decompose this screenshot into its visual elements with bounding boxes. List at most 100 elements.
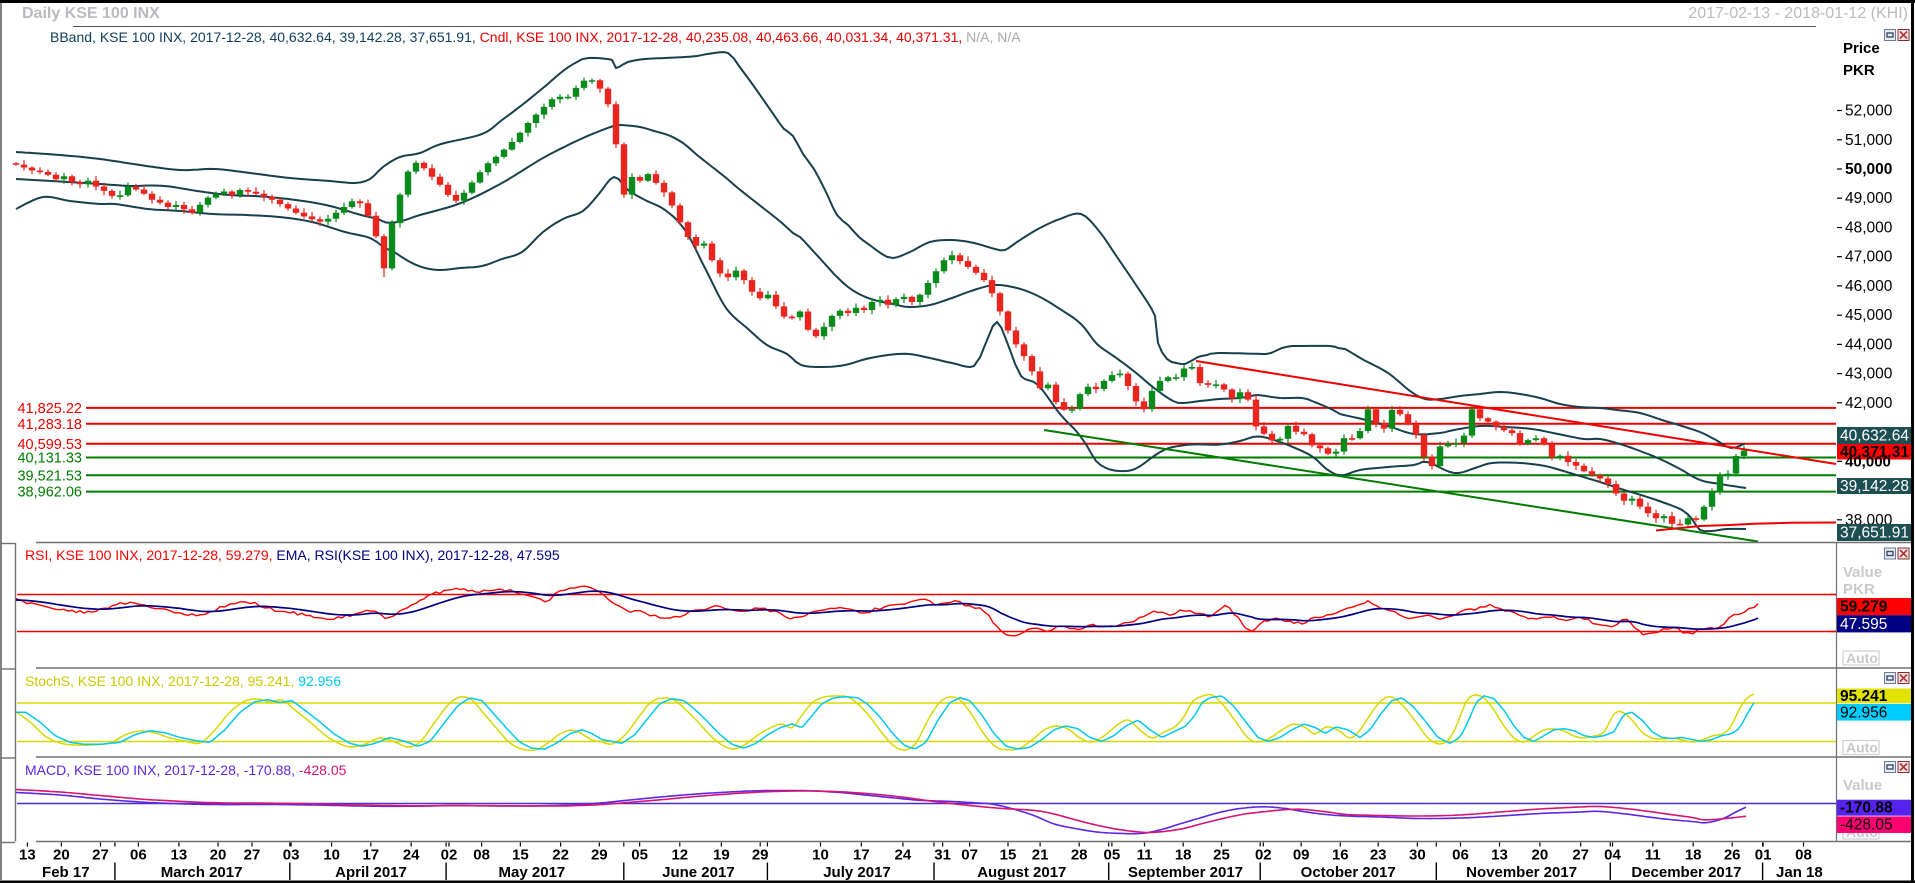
svg-text:11: 11 — [1137, 847, 1153, 864]
svg-text:Jan 18: Jan 18 — [1776, 864, 1823, 881]
svg-text:52,000: 52,000 — [1845, 103, 1893, 120]
svg-text:05: 05 — [631, 847, 648, 864]
svg-text:39,521.53: 39,521.53 — [17, 468, 82, 484]
svg-text:22: 22 — [552, 847, 569, 864]
svg-text:42,000: 42,000 — [1845, 395, 1893, 412]
svg-text:27: 27 — [1572, 847, 1589, 864]
svg-text:Price: Price — [1843, 40, 1880, 57]
svg-text:17: 17 — [362, 847, 379, 864]
svg-text:08: 08 — [1795, 847, 1812, 864]
svg-text:45,000: 45,000 — [1845, 307, 1893, 324]
svg-text:47.595: 47.595 — [1840, 616, 1887, 633]
svg-text:02: 02 — [441, 847, 458, 864]
svg-text:40,000: 40,000 — [1845, 453, 1891, 470]
svg-text:27: 27 — [244, 847, 261, 864]
svg-text:30: 30 — [1409, 847, 1426, 864]
svg-text:September 2017: September 2017 — [1128, 864, 1243, 881]
svg-text:October 2017: October 2017 — [1301, 864, 1396, 881]
svg-text:Value: Value — [1843, 777, 1882, 794]
svg-text:40,599.53: 40,599.53 — [17, 437, 82, 453]
svg-text:20: 20 — [1532, 847, 1549, 864]
svg-text:November 2017: November 2017 — [1466, 864, 1577, 881]
svg-text:Value: Value — [1843, 564, 1882, 581]
svg-text:PKR: PKR — [1843, 62, 1875, 79]
svg-text:StochS, KSE 100 INX, 2017-12-2: StochS, KSE 100 INX, 2017-12-28, 95.241,… — [25, 673, 341, 689]
svg-text:20: 20 — [53, 847, 70, 864]
svg-text:-170.88: -170.88 — [1840, 800, 1893, 817]
svg-text:18: 18 — [1685, 847, 1702, 864]
svg-text:01: 01 — [1755, 847, 1772, 864]
svg-text:25: 25 — [1213, 847, 1230, 864]
svg-text:11: 11 — [1645, 847, 1661, 864]
svg-text:December 2017: December 2017 — [1631, 864, 1741, 881]
svg-text:48,000: 48,000 — [1845, 220, 1893, 237]
svg-text:June 2017: June 2017 — [662, 864, 735, 881]
svg-text:29: 29 — [752, 847, 769, 864]
svg-text:39,142.28: 39,142.28 — [1840, 478, 1909, 495]
svg-text:21: 21 — [1032, 847, 1049, 864]
svg-text:26: 26 — [1724, 847, 1741, 864]
svg-text:29: 29 — [591, 847, 608, 864]
svg-text:24: 24 — [403, 847, 420, 864]
svg-text:27: 27 — [92, 847, 109, 864]
svg-text:13: 13 — [171, 847, 188, 864]
svg-text:17: 17 — [853, 847, 870, 864]
svg-text:06: 06 — [130, 847, 147, 864]
svg-text:49,000: 49,000 — [1845, 190, 1893, 207]
svg-text:-428.05: -428.05 — [1840, 817, 1893, 834]
svg-text:44,000: 44,000 — [1845, 336, 1893, 353]
svg-text:37,651.91: 37,651.91 — [1840, 525, 1909, 542]
svg-text:50,000: 50,000 — [1845, 161, 1892, 178]
svg-text:10: 10 — [812, 847, 829, 864]
svg-text:15: 15 — [512, 847, 529, 864]
svg-text:09: 09 — [1293, 847, 1310, 864]
svg-text:19: 19 — [713, 847, 730, 864]
svg-text:06: 06 — [1452, 847, 1469, 864]
svg-text:July 2017: July 2017 — [823, 864, 891, 881]
svg-text:MACD, KSE 100 INX, 2017-12-28,: MACD, KSE 100 INX, 2017-12-28, -170.88, … — [25, 762, 347, 778]
svg-text:43,000: 43,000 — [1845, 366, 1893, 383]
svg-text:51,000: 51,000 — [1845, 132, 1893, 149]
svg-text:May 2017: May 2017 — [499, 864, 566, 881]
svg-text:28: 28 — [1071, 847, 1088, 864]
svg-text:13: 13 — [19, 847, 36, 864]
svg-text:41,283.18: 41,283.18 — [17, 417, 82, 433]
svg-text:August 2017: August 2017 — [977, 864, 1066, 881]
svg-text:Auto: Auto — [1846, 650, 1878, 666]
svg-text:03: 03 — [283, 847, 300, 864]
svg-text:23: 23 — [1370, 847, 1387, 864]
svg-text:40,371.31: 40,371.31 — [1840, 444, 1909, 461]
svg-text:13: 13 — [1491, 847, 1508, 864]
svg-text:BBand, KSE 100 INX, 2017-12-28: BBand, KSE 100 INX, 2017-12-28, 40,632.6… — [50, 29, 1021, 45]
svg-text:20: 20 — [210, 847, 227, 864]
svg-text:31: 31 — [934, 847, 951, 864]
svg-text:12: 12 — [671, 847, 688, 864]
svg-text:59.279: 59.279 — [1840, 599, 1888, 616]
svg-text:March 2017: March 2017 — [161, 864, 243, 881]
svg-text:Auto: Auto — [1846, 740, 1878, 756]
svg-text:15: 15 — [1000, 847, 1017, 864]
svg-text:April 2017: April 2017 — [335, 864, 407, 881]
svg-text:04: 04 — [1604, 847, 1621, 864]
svg-text:38,962.06: 38,962.06 — [17, 485, 82, 501]
svg-text:08: 08 — [473, 847, 490, 864]
svg-text:10: 10 — [323, 847, 340, 864]
svg-text:05: 05 — [1104, 847, 1121, 864]
svg-text:24: 24 — [895, 847, 912, 864]
svg-text:46,000: 46,000 — [1845, 278, 1893, 295]
svg-text:RSI, KSE 100 INX, 2017-12-28,: RSI, KSE 100 INX, 2017-12-28, 59.279, EM… — [25, 547, 560, 563]
svg-text:07: 07 — [961, 847, 978, 864]
svg-text:47,000: 47,000 — [1845, 249, 1893, 266]
svg-text:PKR: PKR — [1843, 581, 1875, 598]
svg-text:92.956: 92.956 — [1840, 704, 1887, 721]
svg-text:02: 02 — [1255, 847, 1272, 864]
svg-text:18: 18 — [1175, 847, 1192, 864]
svg-text:Daily KSE 100 INX: Daily KSE 100 INX — [22, 5, 160, 22]
svg-text:40,632.64: 40,632.64 — [1840, 428, 1909, 445]
svg-text:40,131.33: 40,131.33 — [17, 451, 82, 467]
svg-text:16: 16 — [1332, 847, 1349, 864]
svg-text:2017-02-13 - 2018-01-12 (KHI): 2017-02-13 - 2018-01-12 (KHI) — [1688, 5, 1908, 22]
svg-text:Feb 17: Feb 17 — [42, 864, 90, 881]
svg-text:95.241: 95.241 — [1840, 688, 1888, 705]
svg-text:41,825.22: 41,825.22 — [17, 401, 82, 417]
